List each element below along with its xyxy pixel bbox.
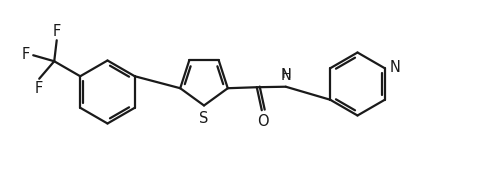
Text: F: F [34,81,43,96]
Text: N: N [390,60,400,75]
Text: O: O [257,114,268,129]
Text: F: F [52,24,61,39]
Text: N: N [281,68,291,83]
Text: H: H [282,68,291,81]
Text: F: F [22,47,30,62]
Text: S: S [200,111,208,126]
